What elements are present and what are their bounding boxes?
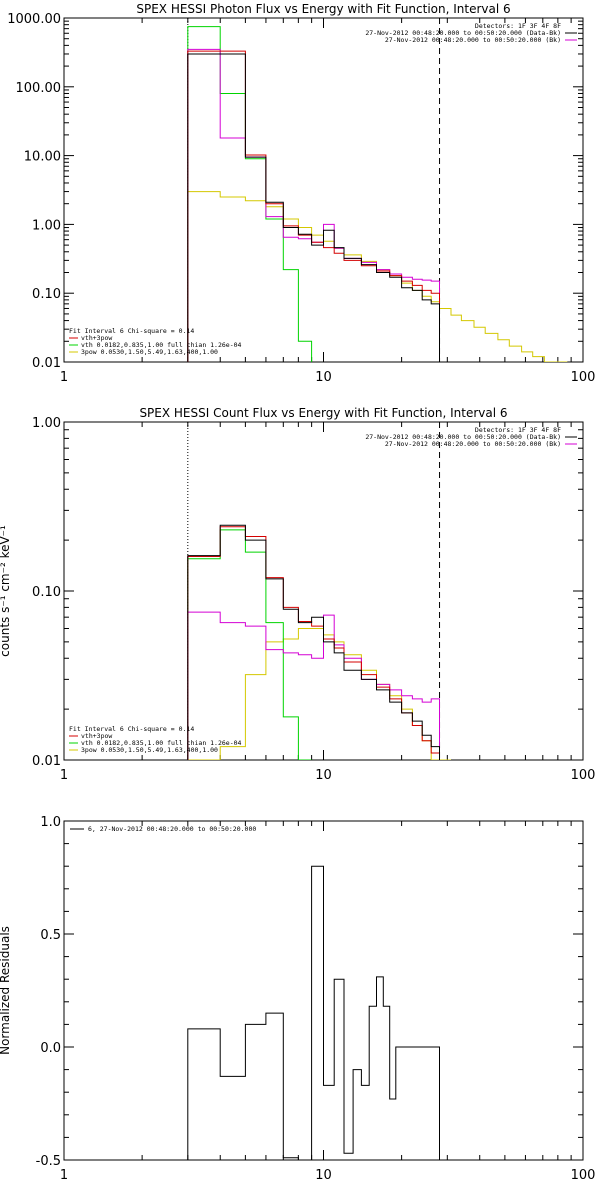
legend-text: vth+3pow	[81, 732, 112, 740]
legend-text: 27-Nov-2012 00:48:20.000 to 00:50:20.000…	[385, 440, 561, 448]
y-tick-label: 100.00	[16, 81, 62, 96]
count-flux-panel: SPEX HESSI Count Flux vs Energy with Fit…	[0, 406, 595, 783]
series-vth-line	[187, 26, 313, 362]
series-data-bk-line	[187, 524, 440, 760]
series-vth-3pow-line	[187, 50, 440, 362]
x-tick-label: 10	[315, 370, 332, 385]
legend-text: 6, 27-Nov-2012 00:48:20.000 to 00:50:20.…	[88, 825, 256, 833]
y-tick-label: 1000.00	[7, 12, 61, 27]
x-tick-label: 1	[60, 370, 68, 385]
series-bk-line	[187, 611, 440, 760]
legend-text: vth 0.0182,0.835,1.00 full chian 1.26e-0…	[81, 739, 242, 747]
y-tick-label: 0.10	[32, 287, 61, 302]
x-tick-label: 10	[315, 768, 332, 783]
legend-text: Fit Interval 6 Chi-square = 0.14	[69, 725, 194, 733]
series-group	[187, 865, 440, 1160]
x-tick-label: 100	[571, 370, 596, 385]
y-tick-label: -0.5	[36, 1154, 61, 1169]
series-residuals-line	[187, 865, 440, 1160]
legend-text: vth+3pow	[81, 334, 112, 342]
legend-text: 3pow 0.0530,1.50,5.49,1.63,400,1.00	[81, 348, 218, 356]
y-tick-label: 10.00	[24, 150, 61, 165]
x-tick-label: 1	[60, 1168, 68, 1183]
legend-text: 27-Nov-2012 00:48:20.000 to 00:50:20.000…	[385, 36, 561, 44]
legend-text: 27-Nov-2012 00:48:20.000 to 00:50:20.000…	[365, 433, 561, 441]
photon-flux-panel: SPEX HESSI Photon Flux vs Energy with Fi…	[7, 2, 595, 385]
legend-text: Detectors: 1F 3F 4F 8F	[475, 426, 561, 434]
y-axis-label: Normalized Residuals	[0, 926, 12, 1055]
series-group	[187, 524, 451, 760]
x-tick-label: 100	[571, 1168, 596, 1183]
legend-text: Fit Interval 6 Chi-square = 0.14	[69, 327, 194, 335]
legend-text: vth 0.0182,0.835,1.00 full chian 1.26e-0…	[81, 341, 242, 349]
x-tick-label: 10	[315, 1168, 332, 1183]
chart-title: SPEX HESSI Photon Flux vs Energy with Fi…	[136, 2, 510, 16]
series-group	[187, 26, 568, 362]
x-tick-label: 1	[60, 768, 68, 783]
y-tick-label: 1.00	[32, 416, 61, 431]
y-axis-label: counts s⁻¹ cm⁻² keV⁻¹	[0, 525, 12, 657]
y-tick-label: 0.5	[40, 928, 61, 943]
legend-text: Detectors: 1F 3F 4F 8F	[475, 22, 561, 30]
legend-text: 3pow 0.0530,1.50,5.49,1.63,400,1.00	[81, 746, 218, 754]
y-tick-label: 0.0	[40, 1041, 61, 1056]
legend-text: 27-Nov-2012 00:48:20.000 to 00:50:20.000…	[365, 29, 561, 37]
plot-frame	[63, 421, 584, 761]
y-tick-label: 1.00	[32, 218, 61, 233]
y-tick-label: 0.10	[32, 585, 61, 600]
series-data-bk-line	[187, 53, 440, 362]
x-tick-label: 100	[571, 768, 596, 783]
series-vth-3pow-line	[187, 526, 440, 760]
plot-frame	[63, 17, 584, 363]
y-tick-label: 1.0	[40, 815, 61, 830]
series-vth-line	[187, 529, 312, 760]
series-3pow-line	[187, 191, 568, 362]
y-tick-label: 0.01	[32, 356, 61, 371]
chart-title: SPEX HESSI Count Flux vs Energy with Fit…	[139, 406, 507, 420]
series-bk-line	[187, 48, 440, 362]
y-tick-label: 0.01	[32, 754, 61, 769]
residuals-panel: Normalized Residuals 1 10 100 1.0 0.5 0.0 -0.5 6…	[0, 815, 595, 1183]
